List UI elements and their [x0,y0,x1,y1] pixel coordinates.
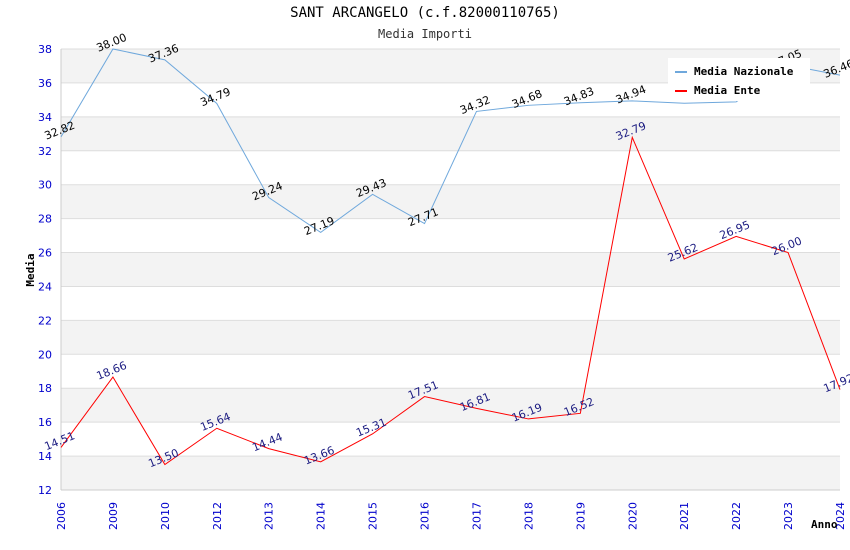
grid-band [61,388,840,423]
y-tick-label: 36 [38,77,52,90]
legend: Media Nazionale Media Ente [668,58,810,101]
y-tick-label: 22 [38,314,52,327]
x-tick-label: 2017 [470,502,483,530]
data-label: 34.79 [198,85,232,109]
y-tick-label: 32 [38,145,52,158]
y-tick-label: 24 [38,280,52,293]
x-tick-label: 2023 [782,502,795,530]
chart-subtitle: Media Importi [378,27,472,41]
data-label: 14.51 [43,429,77,453]
x-tick-label: 2006 [55,502,68,530]
x-tick-label: 2009 [107,502,120,530]
grid-band [61,320,840,355]
x-ticks: 2006 2009 2010 2012 2013 2014 2015 2016 2017 2018… [55,502,847,530]
y-tick-label: 18 [38,382,52,395]
series-line [60,48,841,233]
x-tick-label: 2018 [522,502,535,530]
y-axis-label: Media [24,253,37,286]
x-tick-label: 2015 [367,502,380,530]
x-tick-label: 2019 [574,502,587,530]
data-label: 34.68 [510,87,544,111]
y-ticks: 12 14 16 18 20 22 24 26 28 30 32 34 36 38 [38,43,52,497]
legend-entry: Media Ente [694,84,761,97]
data-label: 34.83 [562,85,596,109]
data-label: 14.44 [250,430,284,454]
y-tick-label: 26 [38,247,52,260]
series-lines [60,48,841,466]
series-line [60,135,841,466]
x-tick-label: 2013 [263,502,276,530]
y-tick-label: 16 [38,416,52,429]
grid-bands [60,48,840,491]
grid-band [61,252,840,287]
y-tick-label: 12 [38,484,52,497]
x-tick-label: 2014 [315,502,328,530]
y-tick-label: 14 [38,450,52,463]
x-tick-label: 2016 [419,502,432,530]
y-tick-label: 38 [38,43,52,56]
x-axis-label: Anno [811,518,838,531]
y-tick-label: 30 [38,179,52,192]
data-label: 26.95 [718,218,752,242]
chart-title: SANT ARCANGELO (c.f.82000110765) [290,5,560,21]
x-tick-label: 2022 [730,502,743,530]
y-tick-label: 34 [38,111,52,124]
grid-band [61,456,840,490]
legend-box [668,58,810,101]
y-tick-label: 28 [38,213,52,226]
grid-band [61,184,840,219]
x-tick-label: 2024 [834,502,847,530]
legend-entry: Media Nazionale [694,65,794,78]
y-tick-label: 20 [38,348,52,361]
data-label: 34.94 [614,83,648,107]
x-tick-label: 2012 [211,502,224,530]
x-tick-label: 2020 [626,502,639,530]
grid-band [61,116,840,151]
x-tick-label: 2021 [678,502,691,530]
x-tick-label: 2010 [159,502,172,530]
